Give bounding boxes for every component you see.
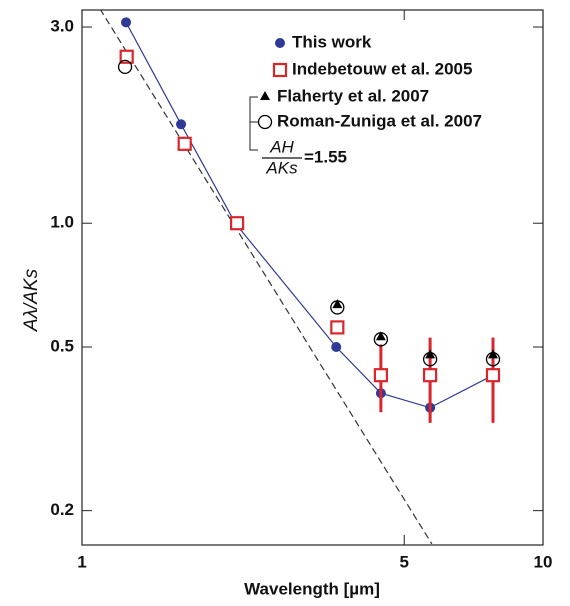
point: [331, 342, 342, 353]
legend-label: Flaherty et al. 2007: [277, 86, 429, 105]
y-tick-label: 1.0: [50, 213, 74, 232]
x-tick-label: 5: [399, 552, 408, 571]
x-axis-label: Wavelength [µm]: [244, 579, 380, 598]
point: [230, 216, 245, 231]
legend-marker: [260, 91, 270, 100]
legend-marker: [275, 38, 285, 48]
point: [121, 17, 132, 28]
legend-bracket: [249, 96, 258, 151]
x-tick-label: 10: [534, 552, 553, 571]
point: [332, 299, 343, 309]
plot-frame: [81, 9, 544, 546]
point: [423, 368, 438, 383]
ratio-numerator: AH: [269, 137, 294, 156]
point: [119, 49, 134, 64]
point: [117, 59, 133, 75]
point: [375, 331, 386, 341]
reference-line: [99, 10, 433, 545]
ratio-annotation: AH AKs =1.55: [262, 137, 347, 177]
legend-label: This work: [292, 32, 372, 51]
legend-marker: [257, 114, 273, 130]
point: [373, 368, 388, 383]
y-tick-label: 3.0: [50, 17, 74, 36]
y-tick-label: 0.5: [50, 336, 74, 355]
point: [485, 368, 501, 383]
legend-label: Roman-Zuniga et al. 2007: [277, 111, 482, 130]
legend-label: Indebetouw et al. 2005: [292, 59, 472, 78]
legend-marker: [272, 62, 288, 78]
series-line: [125, 22, 494, 409]
y-tick-label: 0.2: [50, 500, 74, 519]
x-tick-label: 1: [77, 552, 86, 571]
point: [330, 320, 345, 335]
ratio-value: =1.55: [304, 147, 347, 166]
point: [177, 136, 192, 151]
point: [176, 119, 187, 130]
y-axis-label: Aλ/AKs: [21, 268, 42, 332]
ratio-denominator: AKs: [265, 158, 298, 177]
point: [425, 349, 436, 359]
point: [487, 349, 498, 359]
